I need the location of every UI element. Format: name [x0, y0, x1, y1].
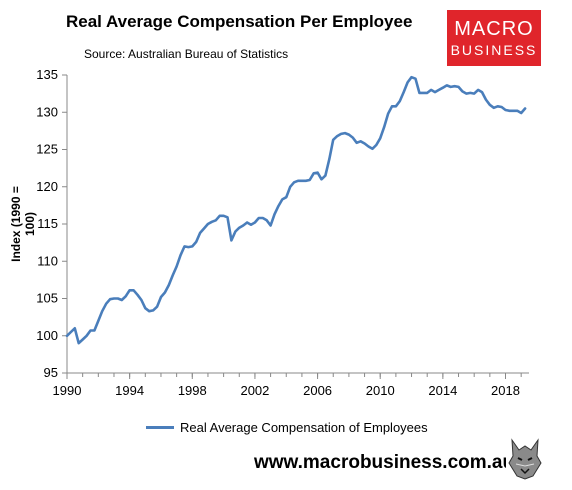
chart-source: Source: Australian Bureau of Statistics [84, 47, 289, 61]
x-tick-label: 2018 [491, 383, 520, 398]
y-tick-label: 125 [36, 142, 58, 157]
chart-title: Real Average Compensation Per Employee [66, 12, 413, 31]
y-tick-label: 100 [36, 328, 58, 343]
chart-legend: Real Average Compensation of Employees [146, 420, 428, 435]
x-tick-label: 2006 [303, 383, 332, 398]
y-tick-label: 110 [37, 253, 58, 268]
logo-line-1: MACRO [454, 18, 534, 40]
x-tick-label: 2002 [240, 383, 269, 398]
chart-axes: 95 100 105 110 115 120 125 130 135 1990 1994 1998 20… [36, 67, 529, 398]
logo-line-2: BUSINESS [450, 42, 538, 58]
x-tick-label: 1990 [53, 383, 82, 398]
x-tick-label: 1998 [178, 383, 207, 398]
wolf-icon [506, 436, 544, 480]
x-tick-label: 2010 [366, 383, 395, 398]
y-tick-label: 95 [44, 365, 58, 380]
y-tick-label: 135 [36, 67, 58, 82]
legend-label: Real Average Compensation of Employees [180, 420, 428, 435]
x-tick-label: 1994 [115, 383, 144, 398]
y-tick-label: 120 [36, 179, 58, 194]
y-tick-label: 115 [37, 216, 58, 231]
y-tick-label: 105 [36, 291, 58, 306]
macrobusiness-logo: MACRO BUSINESS [447, 10, 541, 66]
series-line [65, 75, 527, 345]
y-tick-label: 130 [36, 104, 58, 119]
legend-swatch [146, 426, 174, 429]
plot-area [65, 75, 527, 345]
x-tick-label: 2014 [428, 383, 457, 398]
footer-url[interactable]: www.macrobusiness.com.au [254, 452, 515, 473]
